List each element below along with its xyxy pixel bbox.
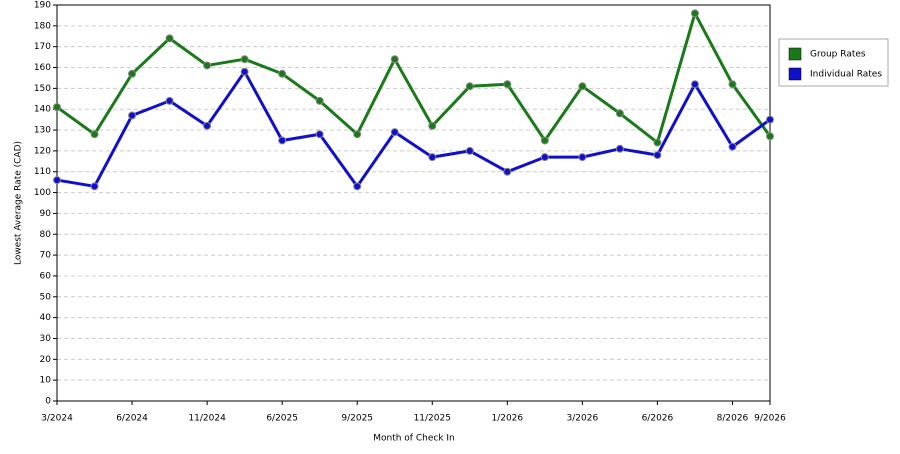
data-point: [578, 82, 587, 91]
x-tick-label: 1/2026: [491, 414, 523, 424]
data-point: [53, 176, 61, 185]
y-tick-label: 140: [34, 105, 51, 115]
data-point: [428, 153, 437, 162]
data-point: [353, 130, 362, 139]
legend-label: Group Rates: [810, 50, 866, 60]
data-point: [766, 132, 774, 141]
y-tick-label: 10: [40, 376, 52, 386]
y-tick-label: 190: [34, 1, 51, 11]
x-tick-label: 9/2026: [754, 414, 786, 424]
y-tick-label: 50: [40, 292, 52, 302]
x-tick-label: 8/2026: [717, 414, 749, 424]
legend-label: Individual Rates: [810, 70, 882, 80]
data-point: [540, 136, 549, 145]
data-point: [615, 144, 624, 153]
data-point: [390, 128, 399, 137]
data-point: [653, 138, 662, 147]
y-tick-label: 40: [40, 313, 52, 323]
y-tick-label: 90: [40, 209, 52, 219]
data-point: [653, 151, 662, 160]
data-point: [278, 69, 287, 78]
data-point: [728, 80, 737, 89]
data-point: [503, 80, 512, 89]
data-point: [353, 182, 362, 191]
y-tick-label: 160: [34, 63, 51, 73]
y-tick-label: 150: [34, 84, 51, 94]
data-point: [615, 109, 624, 118]
data-point: [203, 61, 212, 70]
y-tick-label: 100: [34, 188, 51, 198]
data-point: [90, 130, 99, 139]
y-tick-label: 60: [40, 271, 52, 281]
data-point: [503, 167, 512, 176]
y-tick-label: 180: [34, 21, 51, 31]
data-point: [465, 82, 474, 91]
data-point: [128, 69, 137, 78]
data-point: [578, 153, 587, 162]
data-point: [128, 111, 137, 120]
y-tick-label: 130: [34, 126, 51, 136]
data-point: [390, 55, 399, 64]
legend-swatch: [788, 67, 802, 81]
data-point: [766, 115, 774, 124]
data-point: [203, 121, 212, 130]
x-tick-label: 9/2025: [341, 414, 373, 424]
y-tick-label: 120: [34, 146, 51, 156]
data-point: [278, 136, 287, 145]
x-tick-label: 6/2026: [642, 414, 674, 424]
x-tick-label: 3/2024: [41, 414, 73, 424]
y-tick-label: 0: [45, 397, 51, 407]
data-point: [540, 153, 549, 162]
y-tick-label: 80: [40, 230, 52, 240]
x-tick-label: 11/2025: [414, 414, 451, 424]
data-point: [315, 96, 324, 105]
data-point: [690, 80, 699, 89]
data-point: [690, 9, 699, 18]
data-point: [53, 103, 61, 112]
x-axis-title: Month of Check In: [373, 434, 455, 444]
plot-frame: [56, 4, 771, 402]
y-tick-label: 20: [40, 355, 52, 365]
series-line: [56, 70, 771, 188]
x-tick-label: 3/2026: [567, 414, 599, 424]
y-tick-label: 30: [40, 334, 52, 344]
data-point: [428, 121, 437, 130]
y-tick-label: 170: [34, 42, 51, 52]
legend-swatch: [788, 47, 802, 61]
data-point: [465, 146, 474, 155]
y-tick-label: 110: [34, 167, 51, 177]
data-point: [165, 96, 174, 105]
data-point: [90, 182, 99, 191]
data-point: [728, 142, 737, 151]
series-line: [56, 11, 772, 145]
data-point: [240, 67, 249, 76]
x-tick-label: 6/2025: [266, 414, 298, 424]
data-point: [165, 34, 174, 43]
x-tick-label: 6/2024: [116, 414, 148, 424]
data-point: [315, 130, 324, 139]
y-tick-label: 70: [40, 251, 52, 261]
data-point: [240, 55, 249, 64]
y-axis-title: Lowest Average Rate (CAD): [14, 141, 24, 265]
x-tick-label: 11/2024: [188, 414, 226, 424]
